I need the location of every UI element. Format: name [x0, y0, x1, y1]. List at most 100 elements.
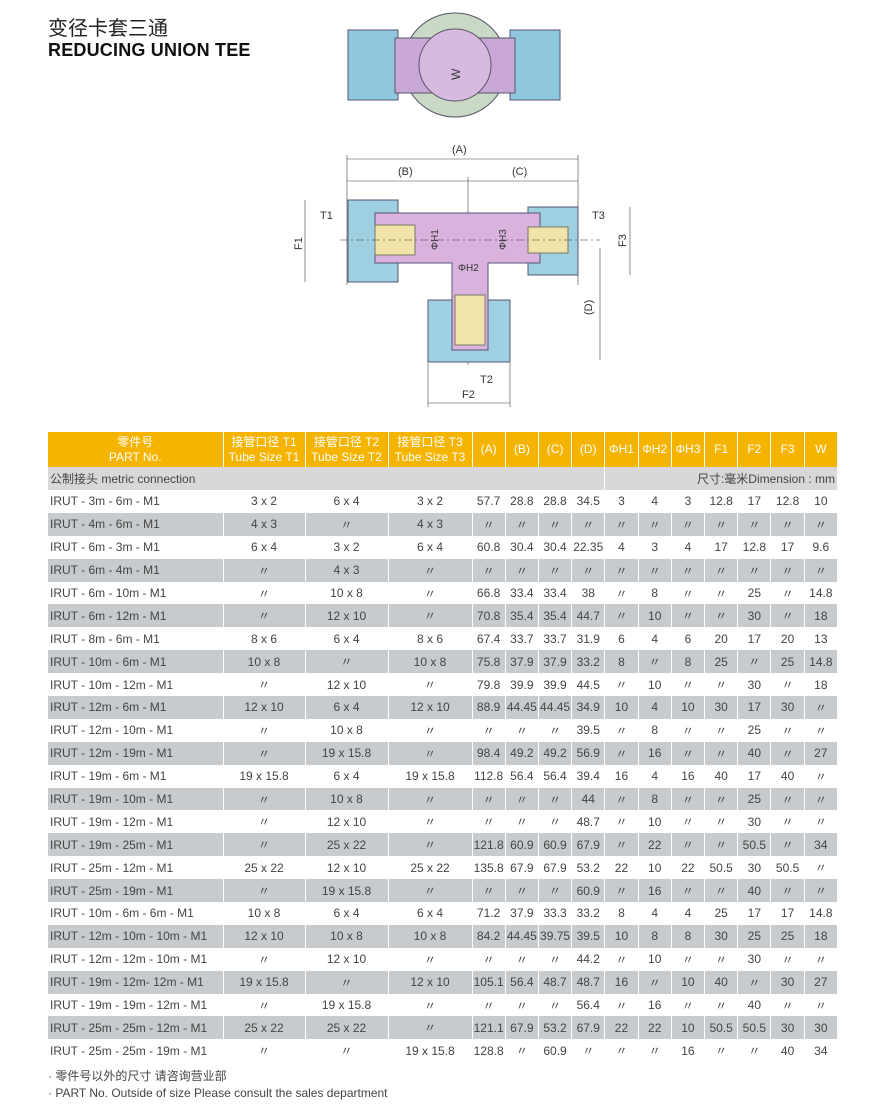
cell: 〃	[638, 650, 672, 674]
part-number: IRUT - 12m - 19m - M1	[48, 741, 224, 765]
cell: 30	[737, 810, 772, 834]
cell: 10	[671, 970, 706, 994]
cell: 50.5	[737, 833, 772, 857]
cell: 〃	[505, 1039, 539, 1063]
label-f3: F3	[617, 234, 629, 247]
cell: 6	[604, 627, 639, 651]
cell: 〃	[704, 718, 739, 742]
cell: 〃	[388, 879, 473, 903]
cell: 10	[638, 604, 672, 628]
cell: 10	[604, 924, 639, 948]
column-header: F2	[737, 432, 772, 467]
cell: 44.45	[505, 696, 539, 719]
cell: 4	[671, 902, 706, 925]
cell: 14.8	[804, 902, 839, 925]
cell: 〃	[704, 673, 739, 697]
cell: 6 x 4	[305, 490, 389, 513]
cell: 〃	[223, 947, 306, 971]
cell: 39.5	[571, 924, 606, 948]
cell: 121.8	[472, 833, 506, 857]
table-row: IRUT - 12m - 6m - M1 12 x 10 6 x 4 12 x 10 8…	[48, 696, 839, 719]
cell: 37.9	[505, 650, 539, 674]
cell: 4	[638, 490, 672, 513]
cell: 30	[770, 696, 805, 719]
cell: 16	[671, 1039, 706, 1063]
cell: 〃	[770, 512, 805, 536]
cell: 〃	[604, 833, 639, 857]
part-number: IRUT - 19m - 10m - M1	[48, 787, 224, 811]
header-en: Tube Size T2	[311, 449, 382, 464]
column-header: ΦH2	[638, 432, 672, 467]
header-en: F1	[714, 442, 729, 456]
cell: 〃	[538, 718, 573, 742]
cell: 〃	[388, 558, 473, 582]
part-number: IRUT - 25m - 25m - 12m - M1	[48, 1016, 224, 1040]
label-h2: ΦH2	[458, 263, 479, 274]
cell: 〃	[737, 558, 772, 582]
cell: 39.75	[538, 924, 573, 948]
cell: 〃	[804, 787, 839, 811]
cell: 4	[638, 764, 672, 788]
cell: 〃	[388, 604, 473, 628]
header-cn: 接管口径 T1	[231, 434, 297, 449]
cell: 〃	[770, 581, 805, 605]
cell: 〃	[671, 810, 706, 834]
cell: 18	[804, 604, 839, 628]
cell: 〃	[472, 879, 506, 903]
cell: 33.7	[505, 627, 539, 651]
part-number: IRUT - 19m - 19m - 12m - M1	[48, 993, 224, 1017]
cell: 53.2	[538, 1016, 573, 1040]
part-number: IRUT - 12m - 10m - M1	[48, 718, 224, 742]
label-f2: F2	[462, 389, 475, 401]
cell: 16	[638, 741, 672, 765]
cell: 12 x 10	[305, 810, 389, 834]
cell: 〃	[737, 512, 772, 536]
cell: 〃	[505, 787, 539, 811]
cell: 30	[737, 947, 772, 971]
cell: 18	[804, 673, 839, 697]
cell: 12.8	[737, 535, 772, 559]
cell: 〃	[704, 810, 739, 834]
cell: 〃	[505, 512, 539, 536]
cell: 48.7	[571, 810, 606, 834]
cell: 33.4	[505, 581, 539, 605]
header-en: PART No.	[108, 449, 162, 464]
cell: 33.7	[538, 627, 573, 651]
cell: 22	[604, 856, 639, 880]
cell: 〃	[671, 718, 706, 742]
cell: 27	[804, 741, 839, 765]
cell: 8	[638, 581, 672, 605]
cell: 39.9	[505, 673, 539, 697]
part-number: IRUT - 19m - 25m - M1	[48, 833, 224, 857]
cell: 〃	[604, 787, 639, 811]
cell: 30	[704, 696, 739, 719]
cell: 25 x 22	[305, 833, 389, 857]
cell: 〃	[804, 993, 839, 1017]
cell: 20	[704, 627, 739, 651]
header-en: ΦH2	[642, 442, 668, 456]
cell: 〃	[604, 947, 639, 971]
cell: 〃	[770, 787, 805, 811]
cell: 27	[804, 970, 839, 994]
cell: 40	[737, 741, 772, 765]
cell: 25	[704, 902, 739, 925]
cell: 128.8	[472, 1039, 506, 1063]
cell: 19 x 15.8	[305, 879, 389, 903]
cell: 50.5	[770, 856, 805, 880]
cell: 25	[737, 924, 772, 948]
cell: 〃	[472, 993, 506, 1017]
cell: 6 x 4	[305, 627, 389, 651]
cell: 60.9	[505, 833, 539, 857]
cell: 〃	[505, 810, 539, 834]
cell: 〃	[538, 947, 573, 971]
cell: 53.2	[571, 856, 606, 880]
cell: 10 x 8	[305, 718, 389, 742]
cell: 〃	[638, 558, 672, 582]
cell: 10	[638, 856, 672, 880]
cell: 48.7	[571, 970, 606, 994]
cell: 49.2	[538, 741, 573, 765]
cell: 22	[604, 1016, 639, 1040]
cell: 30	[770, 1016, 805, 1040]
part-number: IRUT - 12m - 10m - 10m - M1	[48, 924, 224, 948]
